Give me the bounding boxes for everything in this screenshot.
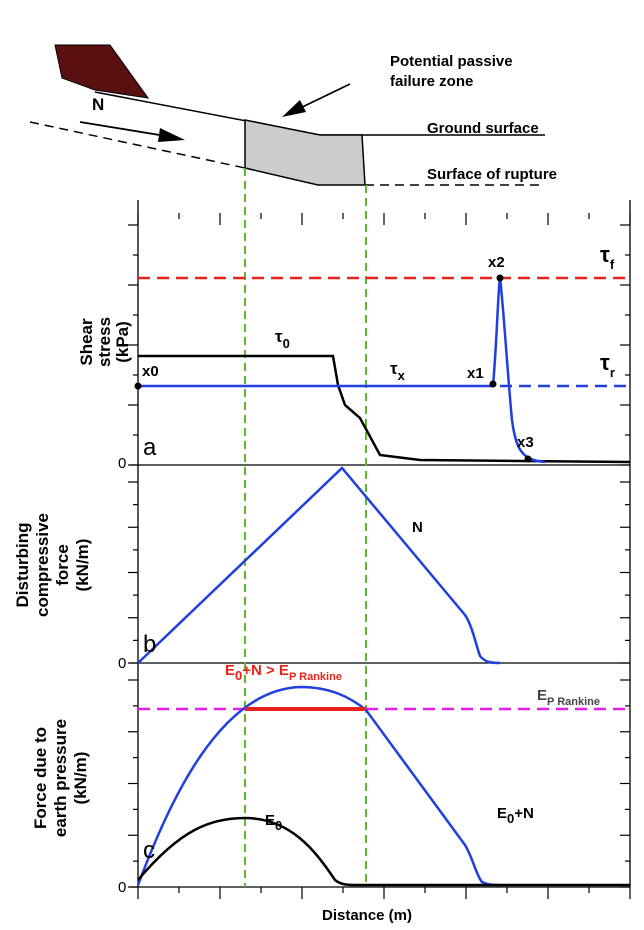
symbol: τ	[600, 350, 610, 375]
curve-label: τ0	[275, 327, 290, 351]
curve-label: τf	[600, 242, 615, 272]
rupture-label: Surface of rupture	[427, 166, 557, 183]
force-label: N	[92, 95, 104, 114]
point-label: x3	[517, 434, 534, 451]
subscript: P Rankine	[547, 696, 600, 708]
y-label-line: (kN/m)	[73, 539, 92, 592]
sum-label: E0+N	[497, 805, 534, 826]
schematic: N Potential passive failure zone Ground …	[29, 44, 557, 186]
y-label-line: Disturbing	[13, 523, 32, 608]
y-label-line: compressive	[33, 513, 52, 617]
point-label: x1	[467, 365, 484, 382]
taux-curve	[138, 277, 546, 464]
subscript: 0	[235, 668, 242, 683]
panel-c: E0+N > EP Rankine EP Rankine E0+N E0 c 0…	[31, 662, 630, 896]
failure-zone	[244, 119, 366, 186]
sum-curve	[136, 685, 501, 887]
subscript: 0	[275, 818, 282, 833]
y-label-line: earth pressure	[51, 719, 70, 837]
y-label: Disturbing compressive force (kN/m)	[13, 513, 92, 617]
panel-letter: b	[143, 631, 156, 658]
ground-label: Ground surface	[427, 120, 539, 137]
panel-a: x0 x1 x2 x3 τ0 τx τf τr a 0 Shear stress…	[77, 242, 631, 472]
text: E	[265, 812, 275, 829]
text: E	[497, 805, 507, 822]
point	[134, 382, 142, 390]
x-label: Distance (m)	[322, 907, 412, 924]
y-label: Shear stress (kPa)	[77, 317, 132, 367]
rankine-label: EP Rankine	[537, 687, 600, 708]
panel-b: N b 0 Disturbing compressive force (kN/m…	[13, 466, 501, 672]
arrow-head	[158, 128, 185, 142]
zero-label: 0	[118, 879, 126, 896]
y-label-line: Force due to	[31, 727, 50, 829]
curve-label: τr	[600, 350, 615, 380]
y-label-line: Shear	[77, 318, 96, 366]
symbol: τ	[275, 327, 283, 346]
panel-letter: a	[143, 434, 157, 461]
block	[54, 44, 150, 99]
subscript: f	[610, 257, 615, 272]
text: +N	[514, 805, 534, 822]
n-curve	[137, 466, 501, 665]
curve-label: τx	[390, 359, 406, 383]
text: +N > E	[242, 662, 289, 679]
e0-curve	[137, 816, 630, 887]
ticks	[128, 213, 631, 899]
point	[489, 380, 497, 388]
zone-label: Potential passive	[390, 53, 513, 70]
y-label: Force due to earth pressure (kN/m)	[31, 719, 90, 837]
subscript: P Rankine	[289, 671, 342, 683]
zone-label: failure zone	[390, 73, 473, 90]
point	[496, 274, 504, 282]
y-label-line: stress	[95, 317, 114, 367]
y-label-line: (kPa)	[113, 321, 132, 363]
symbol: τ	[390, 359, 398, 378]
curve-label: N	[412, 519, 423, 536]
point-label: x2	[488, 254, 505, 271]
point	[524, 455, 532, 463]
subscript: x	[398, 368, 406, 383]
panel-letter: c	[143, 837, 155, 864]
condition-label: E0+N > EP Rankine	[225, 662, 342, 683]
e0-label: E0	[265, 812, 282, 833]
point-label: x0	[142, 363, 159, 380]
subscript: 0	[283, 336, 290, 351]
text: E	[225, 662, 235, 679]
subscript: 0	[507, 811, 514, 826]
tau0-curve	[138, 354, 631, 464]
zero-label: 0	[118, 455, 126, 472]
rupture-line	[29, 121, 246, 169]
arrow-head	[282, 100, 306, 117]
y-label-line: force	[53, 544, 72, 586]
text: E	[537, 687, 547, 704]
y-label-line: (kN/m)	[71, 752, 90, 805]
axes	[128, 200, 631, 899]
subscript: r	[610, 365, 615, 380]
zero-label: 0	[118, 655, 126, 672]
symbol: τ	[600, 242, 610, 267]
